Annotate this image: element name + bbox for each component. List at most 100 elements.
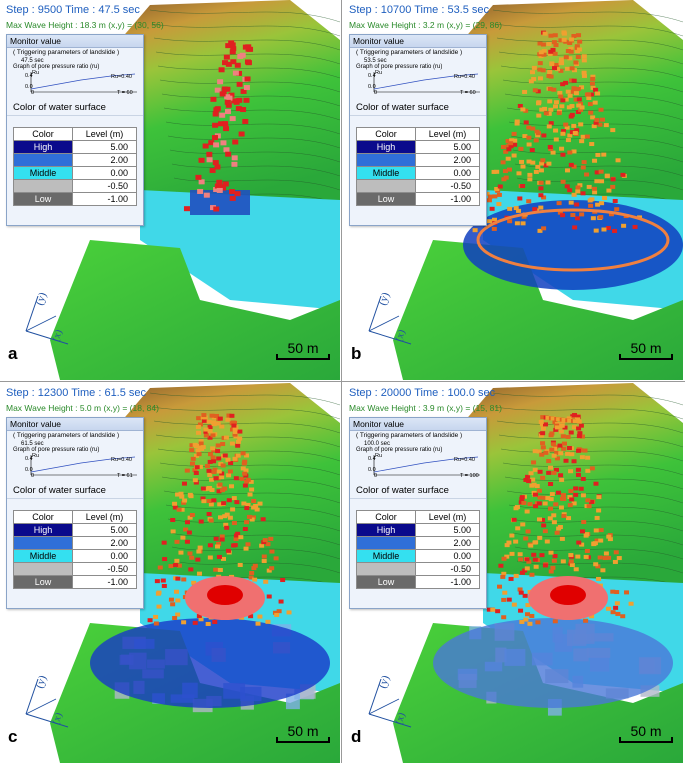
scale-bar-line xyxy=(619,354,673,360)
ru-value: Ru=0.40 xyxy=(111,457,132,463)
ru-value: Ru=0.40 xyxy=(111,74,132,80)
legend-level-value: -0.50 xyxy=(415,179,480,193)
terrain-view xyxy=(50,0,340,380)
legend-level-value: 0.00 xyxy=(415,166,480,180)
monitor-window[interactable]: Monitor value ( Triggering parameters of… xyxy=(6,417,144,609)
legend-level-value: 5.00 xyxy=(72,140,137,154)
panel-label: a xyxy=(8,344,18,363)
origin-tick: 0 xyxy=(31,90,35,96)
wave-zone xyxy=(90,618,330,713)
pore-pressure-graph: 0.4 Ru 0.0 0 Ru=0.40 T = 61 xyxy=(11,453,139,479)
y-axis-label: (y) xyxy=(34,291,50,307)
monitor-window[interactable]: Monitor value ( Triggering parameters of… xyxy=(349,417,487,609)
legend-color-swatch: Low xyxy=(13,192,73,206)
monitor-title: Monitor value xyxy=(7,35,143,48)
legend-level-value: 2.00 xyxy=(72,153,137,167)
t-label: T = 60 xyxy=(460,90,476,96)
landslide-mass xyxy=(183,40,254,212)
legend-color-swatch xyxy=(356,536,416,550)
legend-row: -0.50 xyxy=(13,179,137,193)
legend-level-value: 5.00 xyxy=(415,140,480,154)
legend-row: High 5.00 xyxy=(13,140,137,154)
y-mid-tick: 0.0 xyxy=(368,467,376,473)
origin-tick: 0 xyxy=(374,90,378,96)
trigger-label: ( Triggering parameters of landslide ) xyxy=(356,49,463,56)
max-wave-height-readout: Max Wave Height : 5.0 m (x,y) = (18, 84) xyxy=(6,403,159,413)
step-time-readout: Step : 10700 Time : 53.5 sec xyxy=(349,4,490,16)
y-axis-label: (y) xyxy=(34,674,50,690)
scale-label: 50 m xyxy=(630,723,662,739)
legend-color-swatch xyxy=(356,179,416,193)
legend-level-value: -1.00 xyxy=(415,575,480,589)
landslide-mass xyxy=(486,413,634,626)
legend-color-swatch: Low xyxy=(356,575,416,589)
scale-label: 50 m xyxy=(287,340,319,356)
ru-value: Ru=0.40 xyxy=(454,74,475,80)
legend-row: 2.00 xyxy=(356,153,480,167)
legend-level-value: 2.00 xyxy=(415,153,480,167)
panel-label: d xyxy=(351,727,362,746)
simulation-panel-c: Step : 12300 Time : 61.5 sec Max Wave He… xyxy=(0,383,340,763)
graph-time: 47.5 sec xyxy=(21,58,44,64)
terrain-view xyxy=(393,0,683,380)
step-time-readout: Step : 20000 Time : 100.0 sec xyxy=(349,387,496,399)
y-top-tick: 0.4 xyxy=(368,73,376,79)
step-time-readout: Step : 12300 Time : 61.5 sec xyxy=(6,387,147,399)
monitor-title: Monitor value xyxy=(350,418,486,431)
legend-header-color: Color xyxy=(356,510,416,524)
legend-row: Middle 0.00 xyxy=(13,166,137,180)
contour-lines xyxy=(149,9,340,205)
pore-pressure-graph: 0.4 Ru 0.0 0 Ru=0.40 T = 100 xyxy=(354,453,482,479)
mountain-slope xyxy=(453,383,683,598)
color-of-water-title: Color of water surface xyxy=(7,102,143,116)
legend-row: High 5.00 xyxy=(356,140,480,154)
pore-pressure-graph: 0.4 Ru 0.0 0 Ru=0.40 T = 60 xyxy=(354,70,482,96)
shore-terrain xyxy=(393,240,683,380)
x-axis-label: (x) xyxy=(50,328,64,343)
legend-level-value: 0.00 xyxy=(72,549,137,563)
legend-color-swatch xyxy=(13,562,73,576)
color-of-water-title: Color of water surface xyxy=(7,485,143,499)
axis-indicator: (y) (x) xyxy=(368,291,412,345)
legend-row: Middle 0.00 xyxy=(356,166,480,180)
origin-tick: 0 xyxy=(31,473,35,479)
legend-color-swatch: Middle xyxy=(13,166,73,180)
legend-row: Low -1.00 xyxy=(13,192,137,206)
y-top-tick: 0.4 xyxy=(25,73,33,79)
y-axis-label: (y) xyxy=(377,291,393,307)
legend-level-value: -0.50 xyxy=(72,179,137,193)
scale-label: 50 m xyxy=(630,340,662,356)
monitor-title: Monitor value xyxy=(350,35,486,48)
ru-axis-label: Ru xyxy=(32,453,40,459)
legend-color-swatch xyxy=(13,153,73,167)
legend-color-swatch xyxy=(13,536,73,550)
graph-time: 53.5 sec xyxy=(364,58,387,64)
legend-color-swatch: High xyxy=(13,140,73,154)
graph-time: 100.0 sec xyxy=(364,441,391,447)
water-level-legend: Color Level (m) High 5.00 2.00 Middle 0.00 -0.… xyxy=(356,510,480,589)
step-time-readout: Step : 9500 Time : 47.5 sec xyxy=(6,4,140,16)
monitor-window[interactable]: Monitor value ( Triggering parameters of… xyxy=(6,34,144,226)
trigger-label: ( Triggering parameters of landslide ) xyxy=(356,432,463,439)
max-wave-height-readout: Max Wave Height : 3.2 m (x,y) = (29, 86) xyxy=(349,20,502,30)
legend-level-value: 2.00 xyxy=(415,536,480,550)
legend-color-swatch: Low xyxy=(13,575,73,589)
y-top-tick: 0.4 xyxy=(368,456,376,462)
monitor-window[interactable]: Monitor value ( Triggering parameters of… xyxy=(349,34,487,226)
t-label: T = 60 xyxy=(117,90,133,96)
wave-zone xyxy=(433,618,673,716)
landslide-mass xyxy=(147,413,292,626)
scale-bar-line xyxy=(276,737,330,743)
legend-header-level: Level (m) xyxy=(72,510,137,524)
shore-terrain xyxy=(50,240,340,380)
legend-level-value: 0.00 xyxy=(415,549,480,563)
water-level-legend: Color Level (m) High 5.00 2.00 Middle 0.00 -0.… xyxy=(13,510,137,589)
legend-header-color: Color xyxy=(13,127,73,141)
axis-indicator: (y) (x) xyxy=(25,674,69,728)
legend-row: 2.00 xyxy=(13,153,137,167)
ru-axis-label: Ru xyxy=(375,453,383,459)
legend-row: Low -1.00 xyxy=(356,575,480,589)
legend-level-value: -0.50 xyxy=(415,562,480,576)
axis-indicator: (y) (x) xyxy=(368,674,412,728)
axis-indicator: (y) (x) xyxy=(25,291,69,345)
